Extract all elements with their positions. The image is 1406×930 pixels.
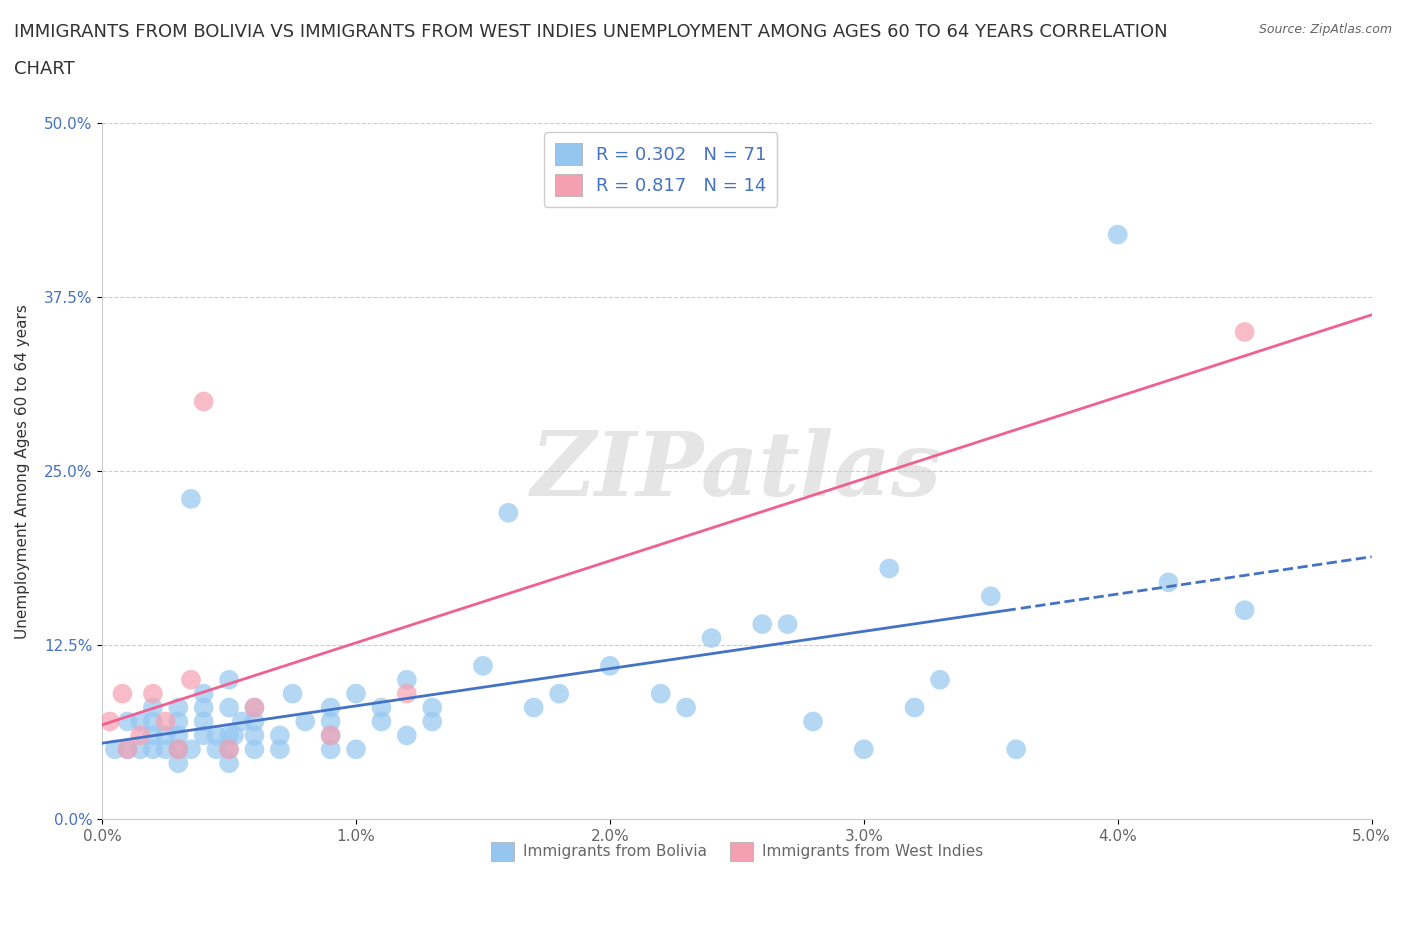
Point [205,728,228,743]
Point [395,672,418,687]
Point [167,756,190,771]
Point [801,714,824,729]
Point [142,728,165,743]
Point [117,742,139,757]
Text: Source: ZipAtlas.com: Source: ZipAtlas.com [1258,23,1392,36]
Point [167,742,190,757]
Point [142,714,165,729]
Point [193,394,215,409]
Point [193,686,215,701]
Point [111,686,134,701]
Point [344,742,367,757]
Point [420,714,443,729]
Point [243,742,266,757]
Point [243,714,266,729]
Point [205,742,228,757]
Point [104,742,127,757]
Point [155,742,177,757]
Point [224,728,246,743]
Legend: Immigrants from Bolivia, Immigrants from West Indies: Immigrants from Bolivia, Immigrants from… [485,836,990,867]
Point [218,728,240,743]
Point [650,686,672,701]
Point [319,728,342,743]
Point [675,700,697,715]
Point [218,700,240,715]
Point [472,658,495,673]
Point [344,686,367,701]
Y-axis label: Unemployment Among Ages 60 to 64 years: Unemployment Among Ages 60 to 64 years [15,303,30,639]
Point [167,700,190,715]
Point [98,714,121,729]
Point [281,686,304,701]
Point [180,742,202,757]
Point [1157,575,1180,590]
Point [929,672,952,687]
Point [129,728,152,743]
Point [776,617,799,631]
Point [370,700,392,715]
Point [523,700,546,715]
Point [1107,227,1129,242]
Point [167,728,190,743]
Point [980,589,1002,604]
Point [751,617,773,631]
Point [193,728,215,743]
Point [142,742,165,757]
Point [548,686,571,701]
Point [193,714,215,729]
Point [180,491,202,506]
Point [167,742,190,757]
Point [269,728,291,743]
Point [218,756,240,771]
Text: ZIPatlas: ZIPatlas [531,428,942,514]
Point [395,728,418,743]
Point [129,742,152,757]
Point [193,700,215,715]
Point [243,700,266,715]
Point [129,714,152,729]
Point [269,742,291,757]
Point [142,700,165,715]
Point [395,686,418,701]
Point [117,742,139,757]
Point [117,714,139,729]
Point [294,714,316,729]
Point [370,714,392,729]
Point [498,505,520,520]
Point [231,714,253,729]
Point [319,728,342,743]
Point [319,714,342,729]
Point [243,700,266,715]
Point [155,728,177,743]
Point [180,672,202,687]
Point [218,742,240,757]
Point [903,700,925,715]
Point [319,700,342,715]
Point [243,728,266,743]
Point [599,658,621,673]
Point [877,561,900,576]
Text: CHART: CHART [14,60,75,78]
Point [167,714,190,729]
Point [218,742,240,757]
Point [155,714,177,729]
Point [700,631,723,645]
Point [218,672,240,687]
Point [1233,325,1256,339]
Point [319,742,342,757]
Point [1233,603,1256,618]
Point [142,686,165,701]
Point [420,700,443,715]
Point [852,742,875,757]
Point [1005,742,1028,757]
Text: IMMIGRANTS FROM BOLIVIA VS IMMIGRANTS FROM WEST INDIES UNEMPLOYMENT AMONG AGES 6: IMMIGRANTS FROM BOLIVIA VS IMMIGRANTS FR… [14,23,1168,41]
